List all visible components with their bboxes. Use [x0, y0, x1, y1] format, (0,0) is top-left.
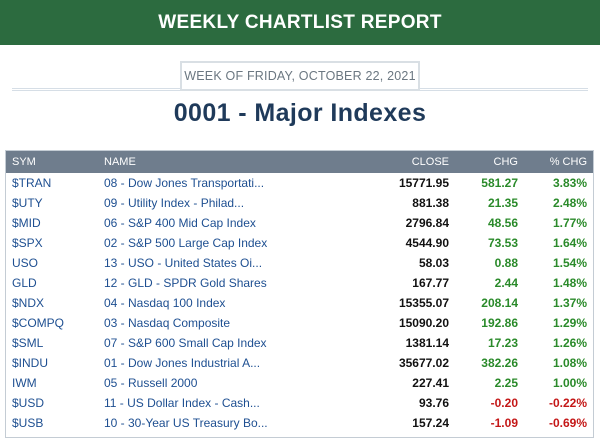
percent-change-value: 1.00%	[552, 376, 587, 390]
report-title: WEEKLY CHARTLIST REPORT	[158, 11, 442, 33]
table-body: $TRAN 08 - Dow Jones Transportati... 15771…	[6, 173, 593, 433]
symbol-link[interactable]: $SPX	[12, 236, 43, 250]
change-value: 192.86	[481, 316, 518, 330]
table-row[interactable]: $NDX 04 - Nasdaq 100 Index 15355.07 208.14 1…	[6, 293, 593, 313]
table-header: SYM NAME CLOSE CHG % CHG	[6, 151, 593, 173]
symbol-link[interactable]: $INDU	[12, 356, 49, 370]
change-value: 0.88	[494, 256, 518, 270]
close-value: 881.38	[412, 196, 449, 210]
name-link[interactable]: 10 - 30-Year US Treasury Bo...	[104, 416, 268, 430]
percent-change-value: 1.08%	[552, 356, 587, 370]
close-value: 4544.90	[405, 236, 449, 250]
close-value: 15090.20	[398, 316, 449, 330]
table-row[interactable]: $UTY 09 - Utility Index - Philad... 881.38…	[6, 193, 593, 213]
table-row[interactable]: $INDU 01 - Dow Jones Industrial A... 35677…	[6, 353, 593, 373]
table-row[interactable]: USO 13 - USO - United States Oi... 58.03 0.…	[6, 253, 593, 273]
percent-change-value: -0.22%	[548, 396, 587, 410]
column-header-pct-chg[interactable]: % CHG	[549, 156, 587, 168]
name-link[interactable]: 01 - Dow Jones Industrial A...	[104, 356, 261, 370]
percent-change-value: -0.69%	[548, 416, 587, 430]
name-link[interactable]: 08 - Dow Jones Transportati...	[104, 176, 265, 190]
symbol-link[interactable]: $USD	[12, 396, 45, 410]
name-link[interactable]: 04 - Nasdaq 100 Index	[104, 296, 226, 310]
change-value: 17.23	[487, 336, 518, 350]
symbol-link[interactable]: $UTY	[12, 196, 43, 210]
table-row[interactable]: IWM 05 - Russell 2000 227.41 2.25 1.00%	[6, 373, 593, 393]
name-link[interactable]: 06 - S&P 400 Mid Cap Index	[104, 216, 256, 230]
change-value: 2.25	[494, 376, 518, 390]
week-label: WEEK OF FRIDAY, OCTOBER 22, 2021	[180, 61, 420, 91]
name-link[interactable]: 02 - S&P 500 Large Cap Index	[104, 236, 268, 250]
percent-change-value: 1.37%	[552, 296, 587, 310]
column-header-close[interactable]: CLOSE	[411, 156, 449, 168]
name-link[interactable]: 05 - Russell 2000	[104, 376, 198, 390]
symbol-link[interactable]: IWM	[12, 376, 37, 390]
symbol-link[interactable]: $NDX	[12, 296, 45, 310]
name-link[interactable]: 03 - Nasdaq Composite	[104, 316, 231, 330]
close-value: 167.77	[412, 276, 449, 290]
table-row[interactable]: $SML 07 - S&P 600 Small Cap Index 1381.14 1…	[6, 333, 593, 353]
name-link[interactable]: 09 - Utility Index - Philad...	[104, 196, 245, 210]
close-value: 227.41	[412, 376, 449, 390]
close-value: 2796.84	[405, 216, 449, 230]
table-row[interactable]: $MID 06 - S&P 400 Mid Cap Index 2796.84 48.…	[6, 213, 593, 233]
page-title: 0001 - Major Indexes	[173, 99, 427, 127]
name-link[interactable]: 11 - US Dollar Index - Cash...	[104, 396, 260, 410]
table-row[interactable]: $SPX 02 - S&P 500 Large Cap Index 4544.90 7…	[6, 233, 593, 253]
change-value: 73.53	[487, 236, 518, 250]
name-link[interactable]: 07 - S&P 600 Small Cap Index	[104, 336, 267, 350]
change-value: 2.44	[494, 276, 518, 290]
change-value: 382.26	[481, 356, 518, 370]
symbol-link[interactable]: GLD	[12, 276, 37, 290]
percent-change-value: 1.64%	[552, 236, 587, 250]
table-row[interactable]: $USB 10 - 30-Year US Treasury Bo... 157.24…	[6, 413, 593, 433]
change-value: -0.20	[490, 396, 518, 410]
column-header-name[interactable]: NAME	[104, 156, 136, 168]
percent-change-value: 3.83%	[552, 176, 587, 190]
percent-change-value: 1.29%	[552, 316, 587, 330]
table-row[interactable]: $COMPQ 03 - Nasdaq Composite 15090.20 192.8…	[6, 313, 593, 333]
close-value: 15355.07	[398, 296, 449, 310]
change-value: 48.56	[487, 216, 518, 230]
close-value: 157.24	[412, 416, 449, 430]
change-value: 208.14	[481, 296, 518, 310]
percent-change-value: 1.77%	[552, 216, 587, 230]
percent-change-value: 2.48%	[552, 196, 587, 210]
name-link[interactable]: 12 - GLD - SPDR Gold Shares	[104, 276, 267, 290]
percent-change-value: 1.48%	[552, 276, 587, 290]
index-table: SYM NAME CLOSE CHG % CHG $TRAN 08 - Dow J…	[5, 150, 594, 438]
table-row[interactable]: $USD 11 - US Dollar Index - Cash... 93.76 -…	[6, 393, 593, 413]
symbol-link[interactable]: USO	[12, 256, 39, 270]
report-banner: WEEKLY CHARTLIST REPORT	[0, 0, 600, 45]
symbol-link[interactable]: $COMPQ	[12, 316, 65, 330]
symbol-link[interactable]: $USB	[12, 416, 44, 430]
change-value: -1.09	[490, 416, 518, 430]
symbol-link[interactable]: $MID	[12, 216, 41, 230]
close-value: 58.03	[418, 256, 449, 270]
close-value: 35677.02	[398, 356, 449, 370]
table-row[interactable]: $TRAN 08 - Dow Jones Transportati... 15771…	[6, 173, 593, 193]
close-value: 93.76	[418, 396, 449, 410]
symbol-link[interactable]: $SML	[12, 336, 44, 350]
column-header-sym[interactable]: SYM	[12, 156, 36, 168]
symbol-link[interactable]: $TRAN	[12, 176, 52, 190]
column-header-chg[interactable]: CHG	[493, 156, 518, 168]
change-value: 581.27	[481, 176, 518, 190]
close-value: 15771.95	[398, 176, 449, 190]
close-value: 1381.14	[405, 336, 449, 350]
table-row[interactable]: GLD 12 - GLD - SPDR Gold Shares 167.77 2.44…	[6, 273, 593, 293]
percent-change-value: 1.26%	[552, 336, 587, 350]
percent-change-value: 1.54%	[552, 256, 587, 270]
name-link[interactable]: 13 - USO - United States Oi...	[104, 256, 263, 270]
change-value: 21.35	[487, 196, 518, 210]
